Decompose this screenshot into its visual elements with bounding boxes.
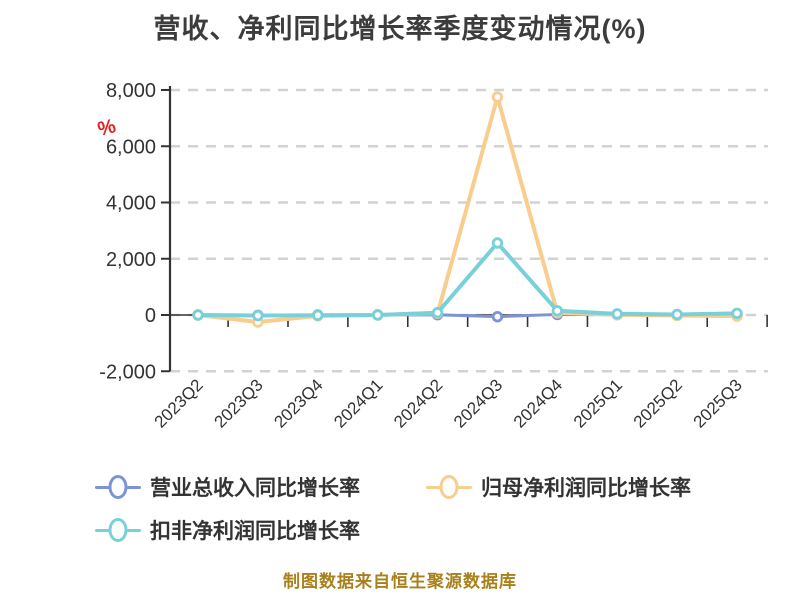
chart-title: 营收、净利同比增长率季度变动情况(%) [153, 14, 647, 44]
y-axis-tick-label: 4,000 [106, 193, 156, 215]
y-axis-tick-label: 0 [145, 305, 156, 327]
y-axis-tick-label: -2,000 [99, 361, 156, 383]
legend-label-non-gaap: 扣非净利润同比增长率 [150, 520, 360, 543]
data-point-non_gaap[interactable] [192, 309, 204, 321]
data-point-net_profit[interactable] [491, 91, 504, 103]
legend-marker-revenue-icon [95, 473, 141, 501]
legend-label-revenue: 营业总收入同比增长率 [150, 477, 360, 500]
legend-label-net-profit: 归母净利润同比增长率 [481, 477, 691, 500]
x-axis-tick-label: 2025Q1 [570, 375, 626, 431]
data-point-non_gaap[interactable] [731, 307, 743, 320]
data-point-non_gaap[interactable] [371, 309, 384, 321]
series-line-net_profit [196, 95, 740, 325]
data-point-non_gaap[interactable] [551, 305, 564, 317]
legend-marker-non-gaap-icon [95, 516, 141, 544]
data-point-revenue[interactable] [491, 310, 504, 323]
legend-item-net-profit[interactable]: 归母净利润同比增长率 [426, 472, 755, 502]
data-point-non_gaap[interactable] [491, 237, 504, 249]
legend-item-revenue[interactable]: 营业总收入同比增长率 [95, 472, 426, 502]
data-point-non_gaap[interactable] [252, 309, 264, 322]
x-axis-tick-label: 2023Q3 [211, 375, 267, 431]
x-axis-tick-label: 2023Q4 [270, 375, 326, 431]
data-point-non_gaap[interactable] [431, 307, 444, 319]
legend: 营业总收入同比增长率 归母净利润同比增长率 扣非净利润同比增长率 [95, 472, 755, 545]
data-point-non_gaap[interactable] [671, 308, 683, 321]
data-point-non_gaap[interactable] [312, 309, 324, 321]
series-line-non_gaap [196, 241, 740, 318]
x-axis-tick-label: 2024Q2 [390, 375, 446, 431]
x-axis-tick-label: 2024Q1 [330, 375, 386, 431]
x-axis-tick-label: 2025Q3 [690, 375, 746, 431]
x-axis-tick-label: 2024Q4 [510, 375, 566, 431]
y-axis-tick-label: 6,000 [106, 136, 156, 158]
x-axis-tick-label: 2023Q2 [151, 375, 207, 431]
data-source-note: 制图数据来自恒生聚源数据库 [283, 572, 517, 591]
y-axis-tick-label: 8,000 [106, 80, 156, 102]
y-axis-tick-label: 2,000 [106, 249, 156, 271]
legend-item-non-gaap[interactable]: 扣非净利润同比增长率 [95, 515, 426, 545]
x-axis-tick-label: 2025Q2 [630, 375, 686, 431]
data-point-non_gaap[interactable] [611, 308, 623, 320]
legend-marker-net-profit-icon [426, 473, 472, 501]
x-axis-tick-label: 2024Q3 [450, 375, 506, 431]
